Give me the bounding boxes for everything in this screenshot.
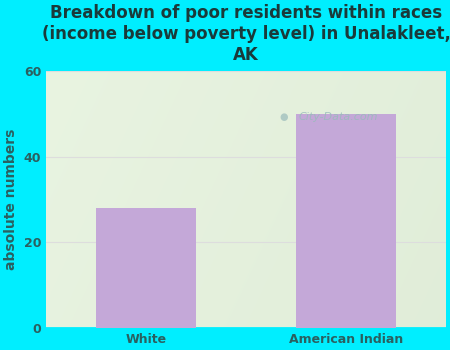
Text: ●: ●	[280, 112, 288, 122]
Bar	[296, 114, 396, 328]
Bar	[96, 208, 196, 328]
Bar	[296, 114, 396, 328]
Title: Breakdown of poor residents within races
(income below poverty level) in Unalakl: Breakdown of poor residents within races…	[41, 4, 450, 64]
Text: City-Data.com: City-Data.com	[298, 112, 378, 122]
Bar	[96, 208, 196, 328]
Y-axis label: absolute numbers: absolute numbers	[4, 129, 18, 270]
